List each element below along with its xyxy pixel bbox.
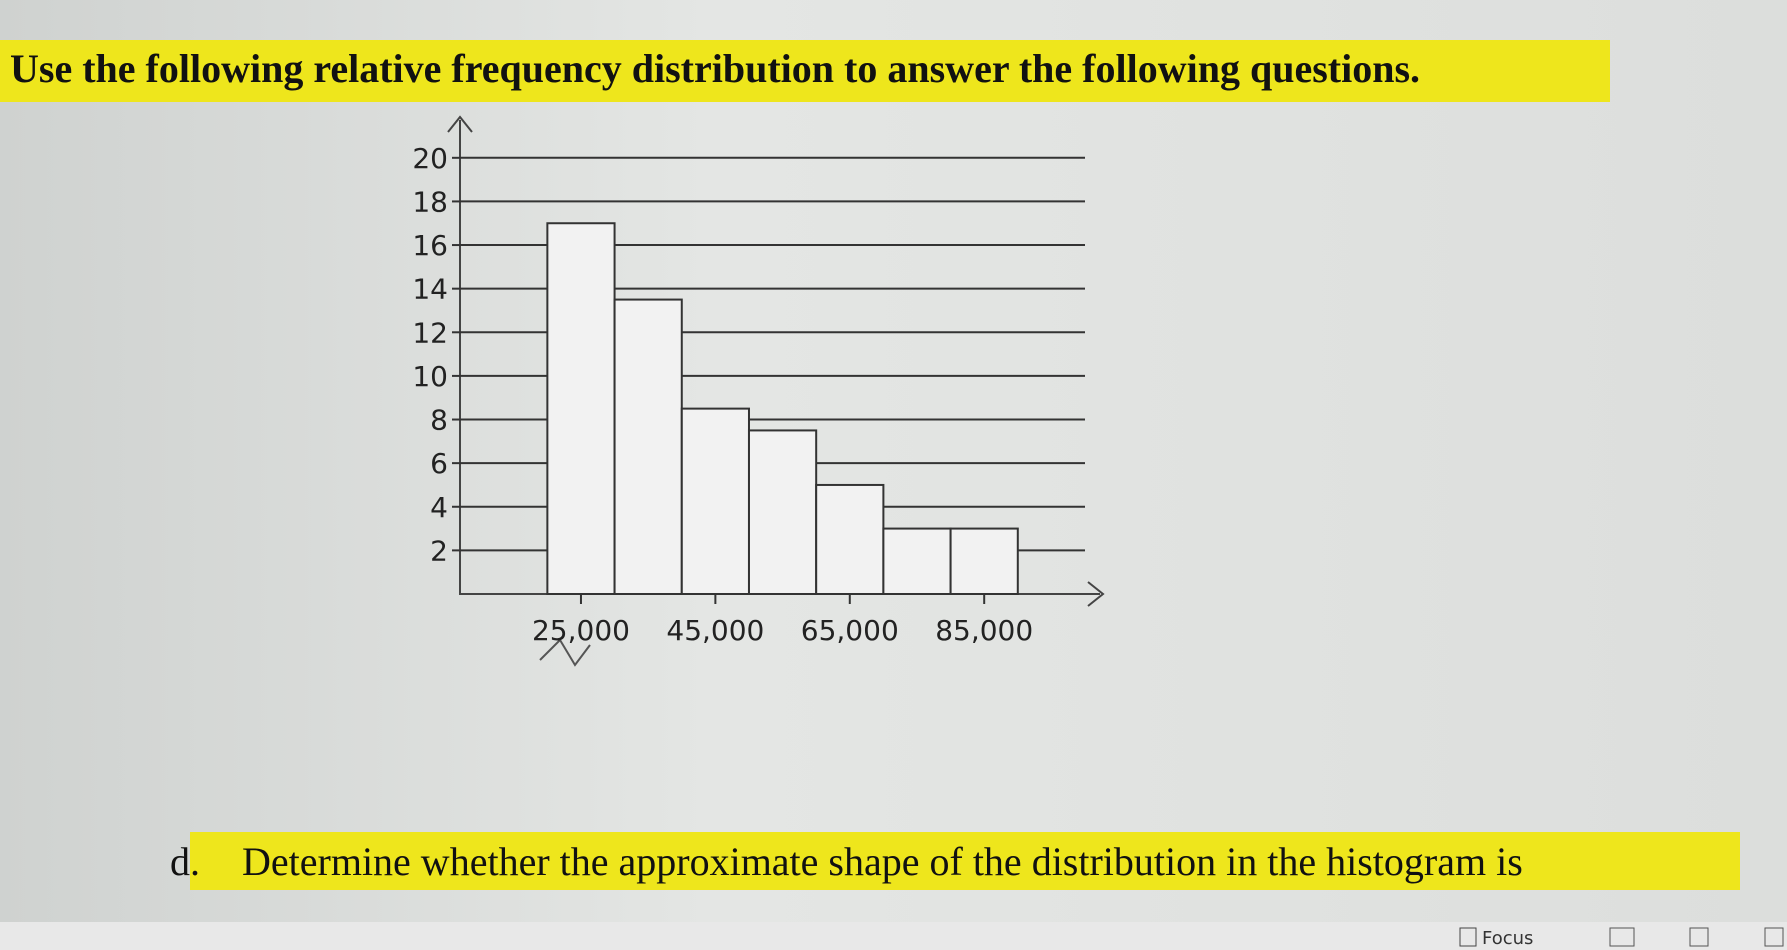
question-highlight <box>190 832 1740 890</box>
y-tick-label: 4 <box>430 491 448 524</box>
y-tick-label: 12 <box>412 316 448 349</box>
y-tick-label: 16 <box>412 229 448 262</box>
axis-arrows <box>447 115 1105 607</box>
bar <box>747 429 818 595</box>
heading-highlight <box>0 40 1610 102</box>
web-layout-icon[interactable] <box>1764 927 1784 947</box>
y-tick-label: 10 <box>412 360 448 393</box>
x-tick-label: 25,000 <box>532 614 630 647</box>
question-marker: d. <box>170 839 200 884</box>
question-text: Determine whether the approximate shape … <box>242 839 1523 884</box>
histogram: 2 4 6 8 10 12 14 16 18 20 25,000 45,000 65,000 85,000 <box>412 142 1085 647</box>
bar <box>546 222 616 595</box>
bar <box>815 483 885 596</box>
print-layout-icon[interactable] <box>1689 927 1709 947</box>
bar <box>949 527 1019 595</box>
read-mode-icon[interactable] <box>1609 927 1635 947</box>
focus-button[interactable]: Focus <box>1482 928 1533 949</box>
y-tick-label: 18 <box>412 185 448 218</box>
y-tick-label: 6 <box>430 447 448 480</box>
focus-icon <box>1459 927 1477 947</box>
status-bar <box>0 922 1787 950</box>
x-tick-label: 65,000 <box>801 614 899 647</box>
y-tick-label: 20 <box>412 142 448 175</box>
x-tick-label: 85,000 <box>935 614 1033 647</box>
y-tick-label: 8 <box>430 404 448 437</box>
y-tick-label: 14 <box>412 273 448 306</box>
x-tick-label: 45,000 <box>666 614 764 647</box>
heading: Use the following relative frequency dis… <box>10 46 1420 91</box>
bar <box>882 527 952 595</box>
axis-break <box>539 638 591 667</box>
bar <box>680 407 750 595</box>
bar <box>613 298 683 595</box>
y-tick-label: 2 <box>430 534 448 567</box>
